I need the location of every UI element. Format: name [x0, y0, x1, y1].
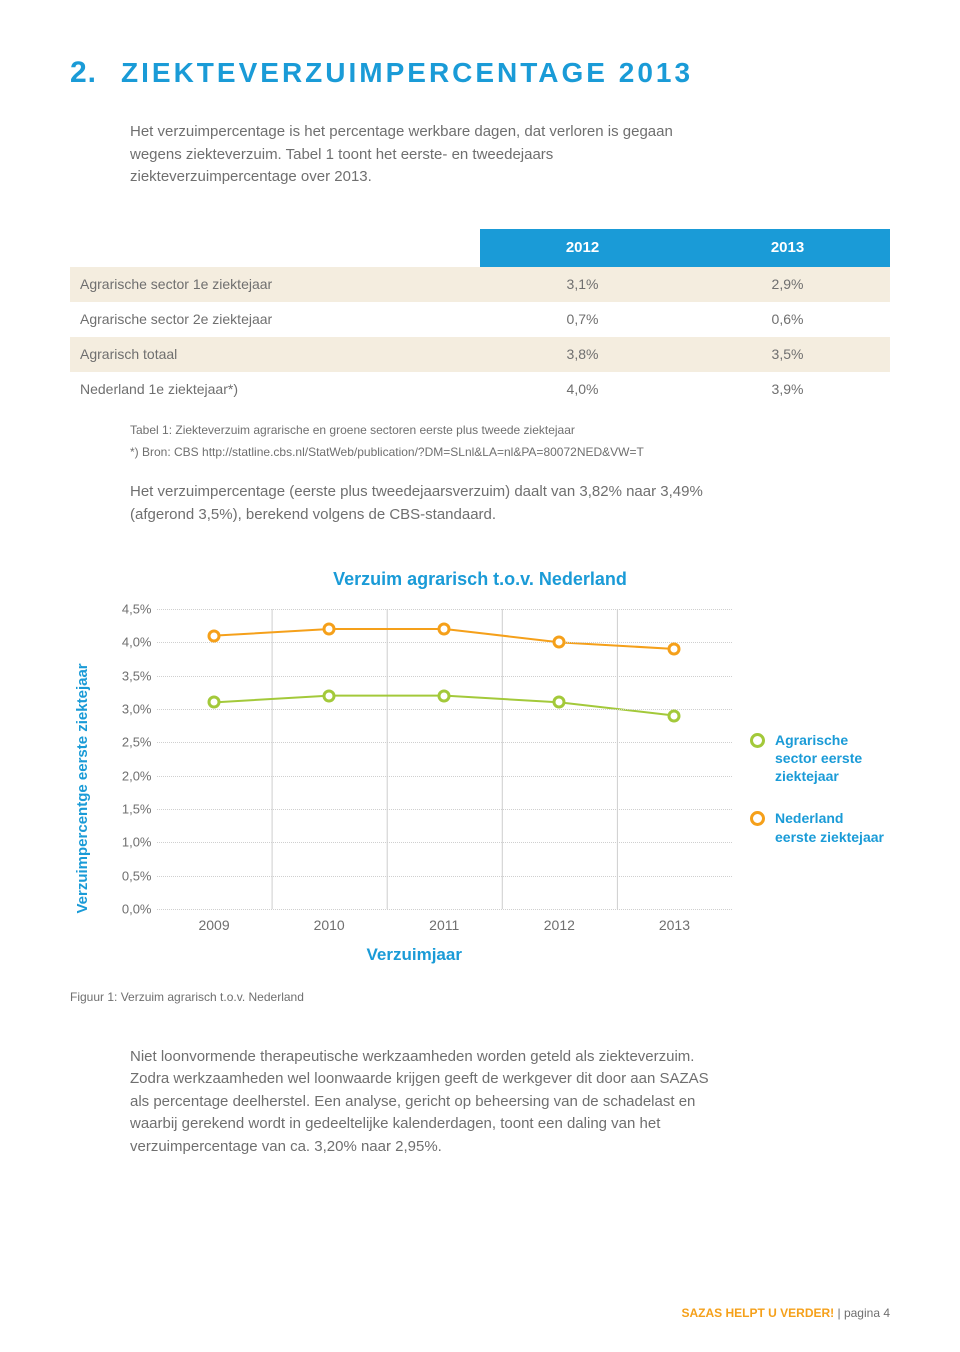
table-header-cell: 2012 — [480, 229, 685, 268]
table-row: Agrarisch totaal3,8%3,5% — [70, 337, 890, 372]
table-row: Agrarische sector 1e ziektejaar3,1%2,9% — [70, 267, 890, 302]
chart-x-tick: 2011 — [387, 915, 502, 936]
chart-x-ticks: 20092010201120122013 — [157, 915, 733, 936]
table-cell: 3,8% — [480, 337, 685, 372]
chart-gridline — [157, 776, 733, 777]
chart-gridline — [157, 842, 733, 843]
legend-swatch — [750, 811, 765, 826]
legend-item: Agrarische sector eerste ziektejaar — [750, 731, 884, 786]
chart-y-tick: 4,5% — [107, 599, 152, 619]
chart-gridline — [157, 609, 733, 610]
legend-label: Agrarische sector eerste ziektejaar — [775, 731, 884, 786]
legend-swatch — [750, 733, 765, 748]
chart-container: Verzuim agrarisch t.o.v. Nederland Verzu… — [70, 566, 890, 968]
table-cell: 0,7% — [480, 302, 685, 337]
table-cell: 4,0% — [480, 372, 685, 407]
chart-y-tick: 1,5% — [107, 799, 152, 819]
table-cell: 0,6% — [685, 302, 890, 337]
chart-data-point — [208, 629, 221, 642]
chart-gridline — [157, 742, 733, 743]
table-header-cell: 2013 — [685, 229, 890, 268]
table-cell: 3,1% — [480, 267, 685, 302]
chart-y-tick: 4,0% — [107, 633, 152, 653]
legend-label: Nederland eerste ziektejaar — [775, 809, 884, 845]
chart-x-tick: 2013 — [617, 915, 732, 936]
chart-y-tick: 2,5% — [107, 733, 152, 753]
footer-page: pagina 4 — [844, 1306, 890, 1320]
chart-data-point — [668, 709, 681, 722]
page-footer: SAZAS HELPT U VERDER! | pagina 4 — [681, 1304, 890, 1322]
chart-legend: Agrarische sector eerste ziektejaar Neder… — [740, 609, 890, 968]
chart-data-point — [553, 636, 566, 649]
legend-item: Nederland eerste ziektejaar — [750, 809, 884, 845]
paragraph-after-table: Het verzuimpercentage (eerste plus tweed… — [130, 481, 710, 526]
chart-data-point — [208, 696, 221, 709]
table-row: Nederland 1e ziektejaar*)4,0%3,9% — [70, 372, 890, 407]
table-cell: 3,9% — [685, 372, 890, 407]
verzuim-table: 20122013 Agrarische sector 1e ziektejaar… — [70, 229, 890, 408]
chart-y-axis-label: Verzuimpercentge eerste ziektejaar — [70, 609, 97, 968]
footer-brand: SAZAS HELPT U VERDER! — [681, 1306, 834, 1320]
chart-y-tick: 3,0% — [107, 699, 152, 719]
closing-paragraph: Niet loonvormende therapeutische werkzaa… — [130, 1046, 710, 1159]
chart-data-point — [323, 689, 336, 702]
chart-data-point — [323, 623, 336, 636]
chart-data-point — [438, 689, 451, 702]
chart-plot-area: 0,0%0,5%1,0%1,5%2,0%2,5%3,0%3,5%4,0%4,5% — [107, 609, 733, 909]
chart-gridline — [157, 809, 733, 810]
section-title: ZIEKTEVERZUIMPERCENTAGE 2013 — [121, 52, 693, 94]
chart-y-tick: 0,5% — [107, 866, 152, 886]
intro-paragraph: Het verzuimpercentage is het percentage … — [130, 121, 690, 189]
table-row-label: Agrarische sector 2e ziektejaar — [70, 302, 480, 337]
table-header-cell — [70, 229, 480, 268]
chart-x-tick: 2012 — [502, 915, 617, 936]
chart-gridline — [157, 676, 733, 677]
chart-x-tick: 2010 — [272, 915, 387, 936]
chart-title: Verzuim agrarisch t.o.v. Nederland — [70, 566, 890, 593]
chart-gridline — [157, 876, 733, 877]
table-row-label: Agrarisch totaal — [70, 337, 480, 372]
table-cell: 2,9% — [685, 267, 890, 302]
chart-y-tick: 1,0% — [107, 833, 152, 853]
table-source: *) Bron: CBS http://statline.cbs.nl/Stat… — [130, 443, 890, 461]
chart-data-point — [438, 623, 451, 636]
table-row-label: Nederland 1e ziektejaar*) — [70, 372, 480, 407]
table-row-label: Agrarische sector 1e ziektejaar — [70, 267, 480, 302]
chart-data-point — [553, 696, 566, 709]
chart-gridline — [157, 909, 733, 910]
chart-y-tick: 2,0% — [107, 766, 152, 786]
figure-caption: Figuur 1: Verzuim agrarisch t.o.v. Neder… — [70, 988, 890, 1006]
chart-data-point — [668, 643, 681, 656]
table-cell: 3,5% — [685, 337, 890, 372]
section-number: 2. — [70, 50, 97, 95]
footer-sep: | — [834, 1306, 844, 1320]
chart-gridline — [157, 709, 733, 710]
chart-gridline — [157, 642, 733, 643]
table-row: Agrarische sector 2e ziektejaar0,7%0,6% — [70, 302, 890, 337]
chart-y-tick: 0,0% — [107, 899, 152, 919]
table-caption: Tabel 1: Ziekteverzuim agrarische en gro… — [130, 421, 890, 439]
chart-x-tick: 2009 — [157, 915, 272, 936]
chart-x-axis-label: Verzuimjaar — [97, 942, 733, 968]
chart-y-tick: 3,5% — [107, 666, 152, 686]
